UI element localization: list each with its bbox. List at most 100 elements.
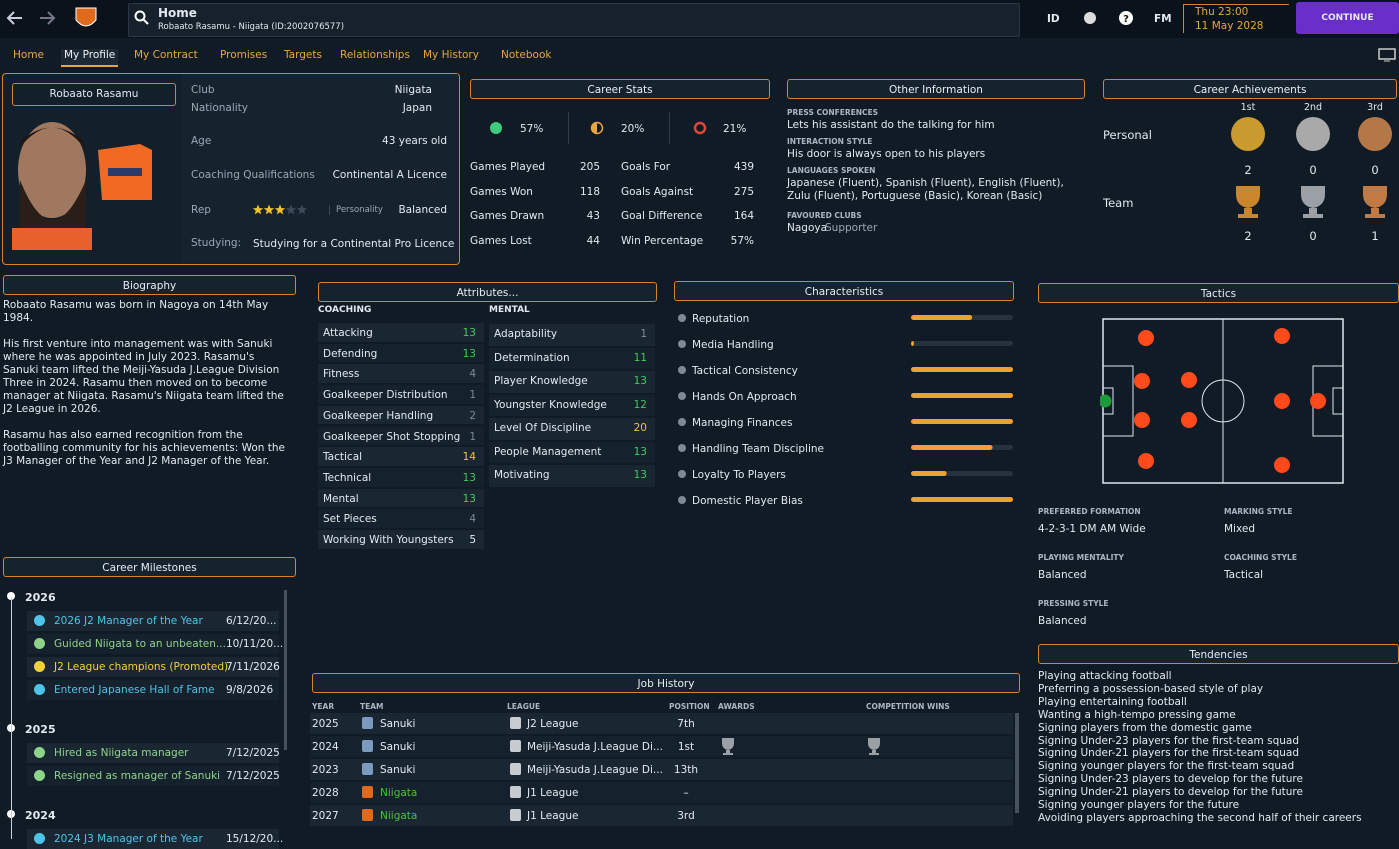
tactic-label: PLAYING MENTALITY <box>1038 553 1124 562</box>
milestone-date: 7/11/2026 <box>226 661 280 673</box>
attribute-value: 11 <box>625 352 647 364</box>
bar <box>911 315 972 320</box>
timeline-line <box>11 597 12 839</box>
search-icon <box>134 10 150 26</box>
tendency: Playing entertaining football <box>1038 696 1187 708</box>
achievement-row-label: Personal <box>1103 128 1152 142</box>
stat-label: Goal Difference <box>621 210 702 222</box>
profile-label: Studying: <box>191 237 241 249</box>
stat-label: Games Drawn <box>470 210 544 222</box>
nav-item[interactable]: Notebook <box>501 49 551 61</box>
characteristic-bars <box>908 312 1018 522</box>
tendency: Signing younger players for the first-te… <box>1038 760 1294 772</box>
attribute-name: Adaptability <box>494 328 557 340</box>
attribute-name: Youngster Knowledge <box>494 399 607 411</box>
info-label: PRESS CONFERENCES <box>787 108 878 117</box>
characteristic-name: Media Handling <box>692 339 774 351</box>
tendency: Wanting a high-tempo pressing game <box>1038 709 1236 721</box>
nav-item[interactable]: My Profile <box>61 49 118 67</box>
team-crest <box>362 740 373 752</box>
tendency: Signing younger players for the future <box>1038 799 1239 811</box>
job-league: Meiji-Yasuda J.League Di... <box>527 764 663 776</box>
attribute-value: 1 <box>625 328 647 340</box>
attribute-value: 13 <box>454 493 476 505</box>
milestone-date: 6/12/20... <box>226 615 277 627</box>
panel-header: Tendencies <box>1038 644 1399 664</box>
time: Thu 23:00 <box>1195 6 1248 18</box>
job-league: J1 League <box>527 787 578 799</box>
milestone-text: Resigned as manager of Sanuki <box>54 770 220 782</box>
panel-header: Biography <box>3 275 296 295</box>
column-header: POSITION <box>669 702 710 711</box>
info-value: His door is always open to his players <box>787 148 1077 161</box>
attribute-group-title: COACHING <box>318 305 371 315</box>
achievement-column: 2nd <box>1298 102 1328 113</box>
divider <box>669 112 670 144</box>
job-year: 2028 <box>312 787 339 799</box>
biography-paragraph: Robaato Rasamu was born in Nagoya on 14t… <box>3 299 293 325</box>
panel-header: Job History <box>312 673 1020 693</box>
tendency: Signing Under-23 players to develop for … <box>1038 773 1303 785</box>
achievement-icons <box>1230 116 1395 256</box>
nav-item[interactable]: My Contract <box>134 49 198 61</box>
milestone-date: 15/12/20... <box>226 833 283 845</box>
profile-value: 43 years old <box>300 135 447 147</box>
attribute-name: Player Knowledge <box>494 375 588 387</box>
attribute-name: Fitness <box>323 368 359 380</box>
attribute-name: Level Of Discipline <box>494 422 591 434</box>
attribute-name: People Management <box>494 446 601 458</box>
info-icon <box>678 366 686 374</box>
job-year: 2025 <box>312 718 339 730</box>
icons: ? <box>1082 10 1142 28</box>
milestone-icon <box>34 661 45 672</box>
tactic-label: PREFERRED FORMATION <box>1038 507 1141 516</box>
job-position: 13th <box>669 764 703 776</box>
team-crest <box>362 809 373 821</box>
attribute-name: Set Pieces <box>323 513 377 525</box>
page-subtitle: Robaato Rasamu - Niigata (ID:2002076577) <box>158 22 344 32</box>
rep-stars <box>252 203 312 217</box>
job-position: – <box>669 787 703 799</box>
profile-label: Age <box>191 135 211 147</box>
bar <box>911 445 993 450</box>
characteristic-name: Handling Team Discipline <box>692 443 824 455</box>
tendency: Signing Under-21 players to develop for … <box>1038 786 1303 798</box>
icon-fm[interactable]: FM <box>1154 13 1172 25</box>
panel-header: Career Milestones <box>3 557 296 577</box>
profile-label: Nationality <box>191 102 248 114</box>
stat-value: 164 <box>714 210 754 222</box>
bar <box>911 471 947 476</box>
nav-item[interactable]: My History <box>423 49 479 61</box>
nav-item[interactable]: Targets <box>284 49 322 61</box>
star <box>264 205 274 215</box>
milestone-year: 2025 <box>25 723 56 736</box>
bar <box>911 393 1013 398</box>
bar-track <box>911 341 1013 346</box>
attribute-value: 13 <box>454 348 476 360</box>
info-icon <box>678 392 686 400</box>
attribute-name: Working With Youngsters <box>323 534 454 546</box>
info-label: INTERACTION STYLE <box>787 137 872 146</box>
attribute-name: Goalkeeper Shot Stopping <box>323 431 460 443</box>
profile-value: Continental A Licence <box>300 169 447 181</box>
result-icons <box>488 120 718 138</box>
icon-id[interactable]: ID <box>1047 13 1060 25</box>
tendency: Preferring a possession-based style of p… <box>1038 683 1263 695</box>
attribute-name: Goalkeeper Handling <box>323 410 433 422</box>
stat-label: Goals For <box>621 161 670 173</box>
milestone-icon <box>34 638 45 649</box>
nav-item[interactable]: Promises <box>220 49 267 61</box>
team-crest <box>362 717 373 729</box>
milestone-text: Hired as Niigata manager <box>54 747 188 759</box>
continue-button[interactable]: CONTINUE <box>1296 2 1399 34</box>
bar <box>911 341 914 346</box>
attribute-value: 5 <box>454 534 476 546</box>
nav-item[interactable]: Relationships <box>340 49 410 61</box>
biography-paragraph: Rasamu has also earned recognition from … <box>3 429 293 468</box>
characteristic-name: Tactical Consistency <box>692 365 798 377</box>
nav-item[interactable]: Home <box>13 49 44 61</box>
team-crest <box>362 786 373 798</box>
achievement-row-label: Team <box>1103 196 1133 210</box>
attribute-name: Technical <box>323 472 371 484</box>
